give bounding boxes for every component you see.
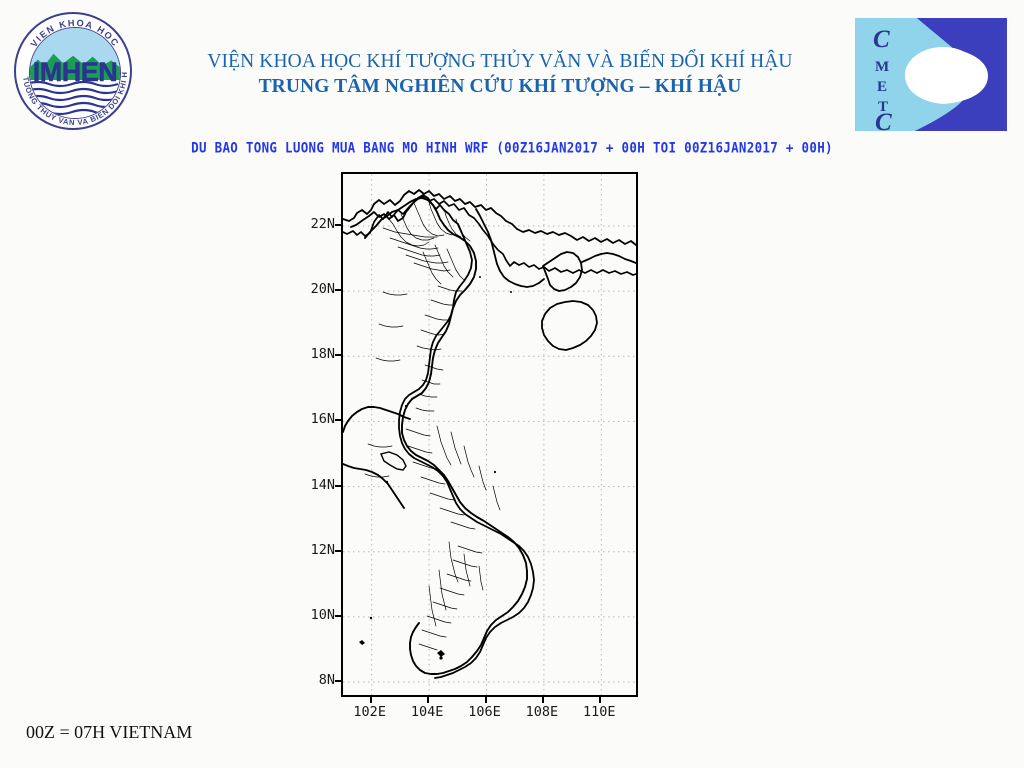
x-axis-label-108e: 108E <box>525 704 559 720</box>
guangdong-coast <box>581 252 636 264</box>
small-islands <box>359 276 512 660</box>
x-axis-label-110e: 110E <box>583 704 616 720</box>
y-tick-8n <box>335 680 341 682</box>
y-axis-label-18n: 18N <box>310 346 335 363</box>
cmetc-letter-m: M <box>875 59 889 75</box>
y-tick-20n <box>335 289 341 292</box>
emblem-water-icon <box>30 80 120 118</box>
y-axis-label-20n: 20N <box>310 281 335 298</box>
province-boundaries <box>364 201 501 651</box>
indochina-outline <box>350 194 535 679</box>
centre-name: TRUNG TÂM NGHIÊN CỨU KHÍ TƯỢNG – KHÍ HẬU <box>258 76 742 97</box>
china-south-coast <box>542 251 636 292</box>
x-axis-label-102e: 102E <box>353 704 386 720</box>
plot-title: DU BAO TONG LUONG MUA BANG MO HINH WRF (… <box>191 139 833 156</box>
y-axis-label-14n: 14N <box>310 476 335 493</box>
timezone-note: 00Z = 07H VIETNAM <box>26 722 193 742</box>
x-axis-label-106e: 106E <box>468 704 501 720</box>
imhen-emblem-scene: IMHEN <box>29 27 121 119</box>
x-axis-label-104e: 104E <box>410 704 444 720</box>
map-gridlines <box>343 174 636 695</box>
cmetc-letter-c-top: C <box>873 26 890 53</box>
y-axis-label-16n: 16N <box>310 411 335 428</box>
map-plot: 8N 10N 12N 14N 16N 18N 20N 22N 102E 104E… <box>311 172 638 720</box>
page-header: VIEN KHOA HOC KHI TUONG THUY VAN VA BIEN… <box>0 0 1024 140</box>
y-tick-18n <box>335 354 341 357</box>
x-tick-106e <box>484 697 487 703</box>
y-axis-label-12n: 12N <box>310 541 335 558</box>
hainan-island <box>541 300 598 351</box>
leizhou-peninsula <box>542 251 583 292</box>
y-tick-16n <box>335 419 341 422</box>
y-tick-14n <box>335 484 341 487</box>
y-axis-label-22n: 22N <box>310 216 335 232</box>
vietnam-coastline-main <box>350 194 535 679</box>
y-axis-label-8n: 8N <box>318 672 335 688</box>
cmetc-logo: C M E T C <box>855 18 1007 131</box>
cmetc-letter-c-bottom: C <box>875 109 892 131</box>
imhen-logo: VIEN KHOA HOC KHI TUONG THUY VAN VA BIEN… <box>14 12 136 134</box>
y-tick-22n <box>335 224 341 226</box>
x-tick-108e <box>541 697 544 703</box>
x-tick-104e <box>427 697 430 703</box>
gulf-of-thailand-coast <box>343 463 405 509</box>
tonkin-coast <box>475 208 545 288</box>
cmetc-letter-e: E <box>877 79 887 95</box>
x-tick-110e <box>599 697 602 703</box>
organisation-title: VIỆN KHOA HỌC KHÍ TƯỢNG THỦY VĂN VÀ BIẾN… <box>150 50 850 99</box>
tonle-sap-lake <box>380 451 407 471</box>
detailed-landmass <box>343 189 636 288</box>
emblem-land <box>30 67 120 81</box>
vietnam-map-graphic <box>343 174 636 695</box>
y-axis-label-10n: 10N <box>310 606 335 623</box>
hainan-outline <box>541 300 598 351</box>
cambodia-thailand-border <box>343 406 411 433</box>
y-tick-12n <box>335 549 341 552</box>
cmetc-letter-t: T <box>878 99 888 115</box>
y-tick-10n <box>335 614 341 617</box>
north-china-border <box>343 189 636 246</box>
imhen-acronym: IMHEN <box>32 56 118 87</box>
institute-name: VIỆN KHOA HỌC KHÍ TƯỢNG THỦY VĂN VÀ BIẾN… <box>207 51 793 72</box>
vietnam-landmass <box>343 197 528 675</box>
vietnam-silhouette <box>364 197 528 675</box>
x-tick-102e <box>369 697 372 703</box>
